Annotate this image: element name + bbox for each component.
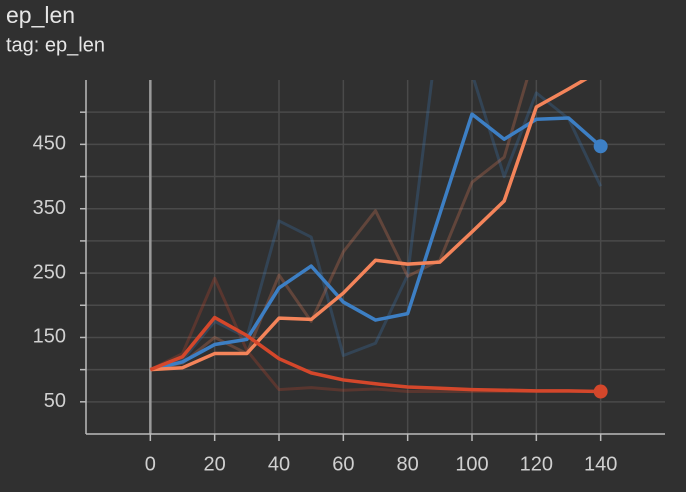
plot-area (149, 80, 603, 394)
x-tick-label: 100 (455, 453, 488, 475)
y-tick-label: 50 (44, 390, 66, 412)
smoothed-line (149, 315, 601, 394)
x-tick-label: 140 (584, 453, 617, 475)
chart-subtitle: tag: ep_len (6, 34, 105, 56)
x-tick-label: 60 (332, 453, 354, 475)
y-tick-label: 150 (33, 326, 66, 348)
end-point (593, 139, 608, 154)
x-tick-label: 0 (145, 453, 156, 475)
x-tick-label: 80 (397, 453, 419, 475)
y-tick-label: 450 (33, 133, 66, 155)
smoothed-line (150, 80, 588, 372)
raw-line (149, 80, 603, 372)
x-tick-label: 40 (268, 453, 290, 475)
y-tick-label: 350 (33, 197, 66, 219)
end-point (593, 384, 608, 399)
x-tick-label: 120 (520, 453, 553, 475)
y-tick-label: 250 (33, 261, 66, 283)
chart-title: ep_len (6, 2, 75, 28)
grid (86, 80, 665, 434)
x-tick-label: 20 (204, 453, 226, 475)
axes: 50 150 250 350 450 0 20 40 60 80 100 120 140 (33, 80, 665, 475)
smoothed-line (149, 112, 602, 372)
